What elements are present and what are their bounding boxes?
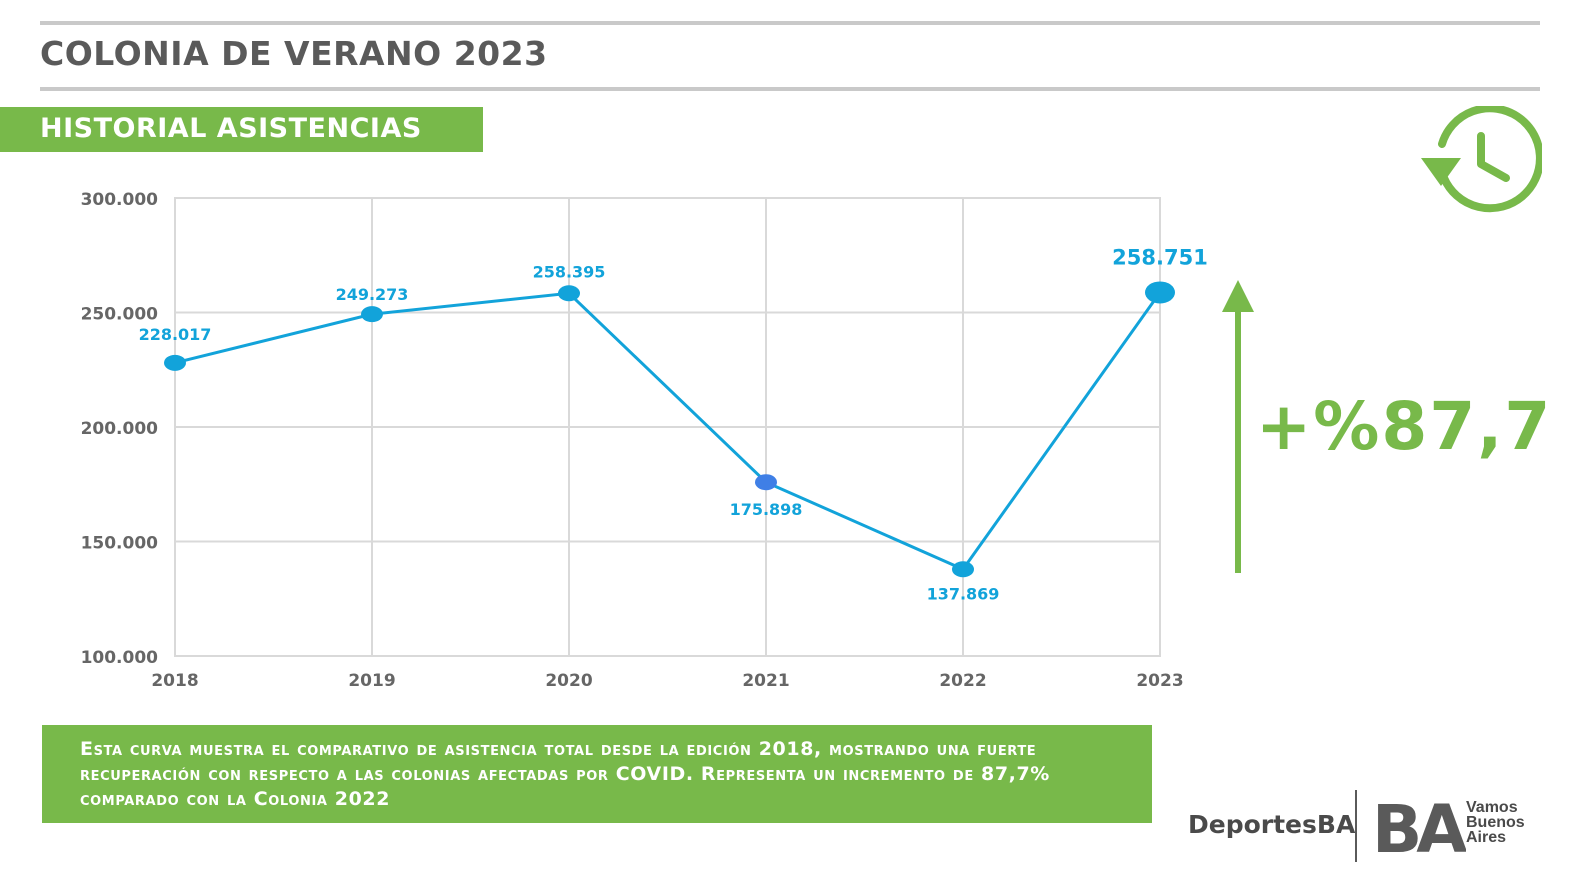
data-point xyxy=(164,354,186,371)
tagline-line: Buenos xyxy=(1466,814,1525,831)
note-text: Esta curva muestra el comparativo de asi… xyxy=(80,738,1050,810)
data-label: 258.751 xyxy=(1112,245,1208,269)
section-banner: HISTORIAL ASISTENCIAS xyxy=(0,107,483,152)
data-label: 249.273 xyxy=(336,285,409,304)
x-tick-label: 2022 xyxy=(939,671,986,691)
y-tick-label: 250.000 xyxy=(81,305,159,325)
y-tick-label: 150.000 xyxy=(81,534,159,554)
note-box: Esta curva muestra el comparativo de asi… xyxy=(42,725,1152,823)
top-rule xyxy=(40,21,1540,25)
ba-tagline: Vamos Buenos Aires xyxy=(1466,799,1546,846)
x-tick-label: 2019 xyxy=(348,671,395,691)
data-label: 258.395 xyxy=(533,262,606,281)
tagline-line: Vamos xyxy=(1466,799,1518,816)
deportesba-logo: DeportesBA xyxy=(1188,810,1356,839)
y-tick-label: 200.000 xyxy=(81,419,159,439)
x-tick-label: 2020 xyxy=(545,671,592,691)
tagline-line: Aires xyxy=(1466,829,1507,846)
y-tick-label: 300.000 xyxy=(81,190,159,210)
ba-logo: BA xyxy=(1372,796,1466,858)
y-tick-label: 100.000 xyxy=(81,648,159,668)
data-point xyxy=(1145,281,1175,304)
section-label: HISTORIAL ASISTENCIAS xyxy=(40,113,422,144)
history-clock-icon xyxy=(1421,106,1542,213)
data-point xyxy=(361,306,383,323)
x-tick-label: 2021 xyxy=(742,671,789,691)
data-label: 137.869 xyxy=(927,584,1000,603)
data-label: 228.017 xyxy=(139,325,212,344)
svg-text:BA: BA xyxy=(1372,796,1466,858)
page-title: COLONIA DE VERANO 2023 xyxy=(40,34,548,73)
footer-divider xyxy=(1355,790,1357,862)
x-tick-label: 2023 xyxy=(1136,671,1183,691)
x-tick-label: 2018 xyxy=(151,671,198,691)
data-point xyxy=(952,561,974,578)
title-rule xyxy=(40,87,1540,91)
data-label: 175.898 xyxy=(730,500,803,519)
percent-increase: +%87,7 xyxy=(1256,388,1553,465)
data-point xyxy=(558,285,580,302)
data-point xyxy=(755,474,777,491)
series-line xyxy=(174,291,1162,572)
arrow-up-icon xyxy=(1222,280,1254,573)
